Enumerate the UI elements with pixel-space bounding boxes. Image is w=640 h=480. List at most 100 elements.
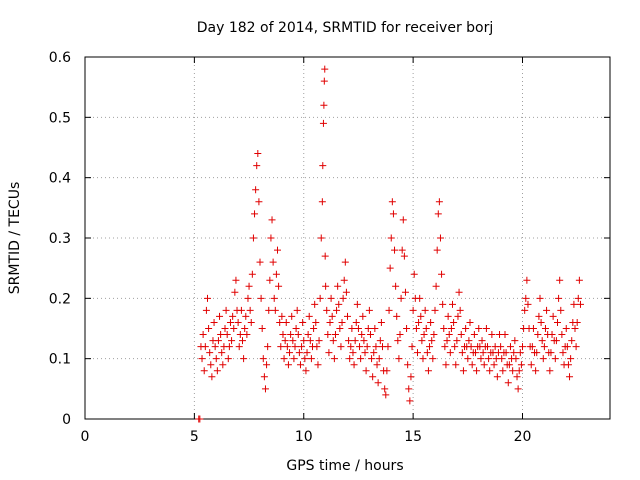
data-point — [485, 355, 493, 363]
data-point — [316, 294, 324, 302]
data-point — [471, 349, 479, 357]
data-point — [292, 325, 300, 332]
data-point — [339, 294, 347, 302]
data-point — [470, 331, 478, 339]
y-tick-label: 0.2 — [49, 291, 71, 307]
data-point — [389, 210, 397, 218]
data-point — [432, 282, 440, 290]
data-point — [524, 300, 532, 308]
data-point — [224, 355, 232, 363]
data-point — [488, 331, 496, 339]
data-point — [318, 198, 326, 206]
data-point — [501, 331, 509, 339]
data-point — [295, 349, 303, 357]
data-point — [330, 355, 338, 363]
data-point — [299, 318, 307, 326]
data-point — [406, 397, 414, 405]
data-point — [570, 300, 578, 308]
data-point — [399, 216, 407, 224]
data-point — [420, 331, 428, 339]
data-point — [359, 312, 367, 320]
data-point — [534, 331, 542, 339]
data-point — [467, 343, 475, 351]
data-point — [279, 331, 287, 339]
data-point — [207, 361, 215, 369]
data-point — [229, 312, 237, 320]
data-point — [457, 331, 465, 339]
data-point — [462, 325, 470, 332]
data-point — [371, 325, 379, 332]
data-point — [326, 318, 334, 326]
data-point — [398, 246, 406, 254]
data-point — [429, 355, 437, 363]
data-point — [435, 198, 443, 206]
y-tick-label: 0.6 — [49, 50, 71, 66]
x-tick-label: 20 — [514, 429, 532, 445]
data-point — [333, 306, 341, 314]
data-point — [482, 325, 490, 332]
data-point — [252, 186, 260, 194]
data-point — [202, 306, 210, 314]
data-point — [424, 367, 432, 375]
y-tick-label: 0.3 — [49, 231, 71, 247]
data-point — [436, 234, 444, 242]
data-point — [361, 349, 369, 357]
data-point — [419, 355, 427, 363]
data-point — [517, 361, 525, 369]
data-point — [368, 355, 376, 363]
data-point — [265, 306, 273, 314]
data-point — [374, 379, 382, 387]
data-point — [480, 361, 488, 369]
data-point — [205, 325, 213, 332]
data-point — [511, 337, 519, 345]
data-point — [301, 355, 309, 363]
data-point — [261, 385, 269, 393]
data-point — [217, 331, 225, 339]
data-point — [539, 355, 547, 363]
data-point — [552, 337, 560, 345]
data-point — [452, 361, 460, 369]
data-point — [373, 361, 381, 369]
data-point — [349, 349, 357, 357]
data-point — [384, 343, 392, 351]
data-point — [370, 349, 378, 357]
data-point — [306, 337, 314, 345]
data-point — [211, 343, 219, 351]
data-point — [331, 331, 339, 339]
data-point — [484, 343, 491, 351]
data-point — [219, 361, 227, 369]
data-point — [288, 312, 296, 320]
data-point — [305, 312, 313, 320]
data-point — [336, 325, 344, 332]
data-point — [290, 355, 298, 363]
data-point — [327, 294, 335, 302]
data-point — [515, 367, 523, 375]
data-point — [212, 355, 220, 363]
data-point — [537, 318, 545, 326]
data-point — [538, 337, 546, 345]
data-point — [523, 276, 531, 284]
data-point — [573, 318, 581, 326]
data-point — [412, 325, 420, 332]
data-point — [381, 385, 389, 393]
data-point — [527, 361, 535, 369]
data-point — [313, 343, 321, 351]
data-point — [438, 270, 446, 278]
data-point — [486, 367, 494, 375]
data-point — [354, 325, 362, 332]
data-point — [547, 349, 555, 357]
data-point — [257, 294, 265, 302]
data-point — [563, 343, 571, 351]
data-point — [439, 300, 447, 308]
data-point — [543, 306, 551, 314]
data-point — [568, 337, 576, 345]
data-point — [296, 361, 304, 369]
data-point — [382, 391, 390, 399]
x-axis-label: GPS time / hours — [286, 458, 403, 474]
data-point — [509, 367, 517, 375]
data-point — [321, 252, 329, 260]
data-point — [555, 294, 563, 302]
data-point — [567, 355, 575, 363]
data-point — [344, 312, 351, 320]
data-point — [228, 337, 236, 345]
